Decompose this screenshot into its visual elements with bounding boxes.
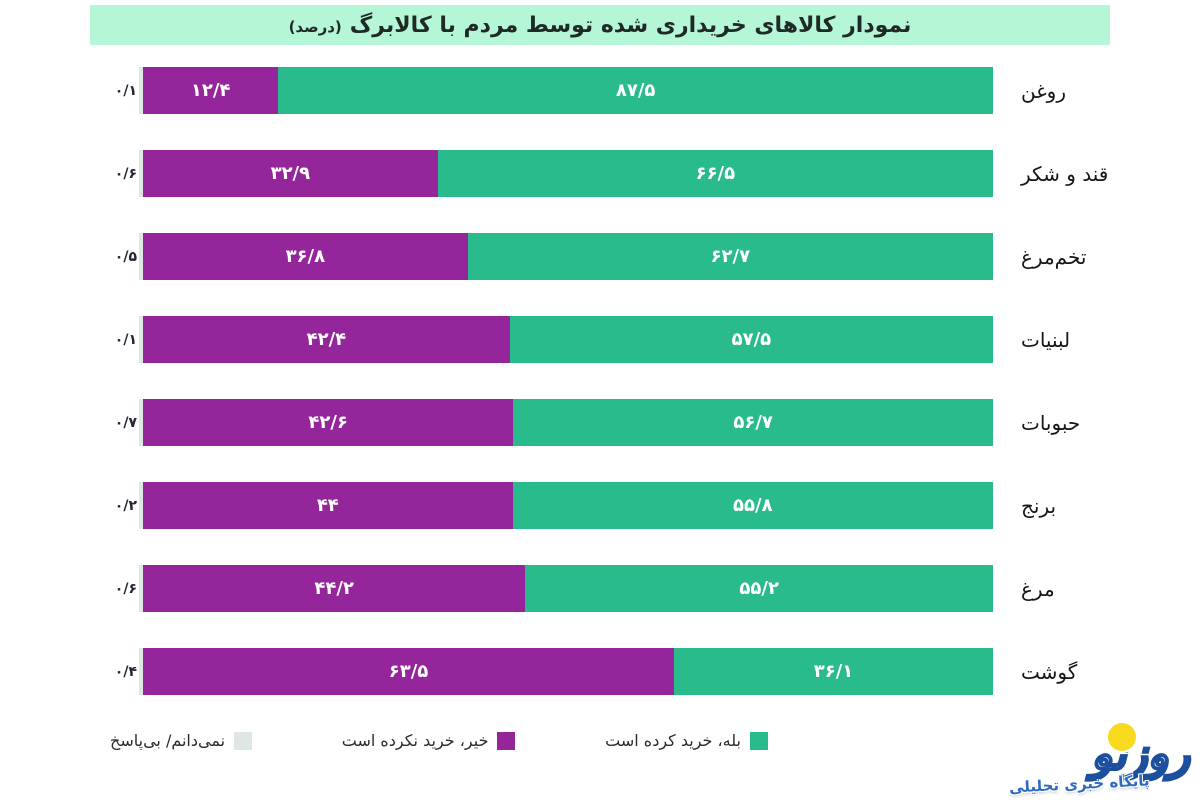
stacked-bar: ۴۲/۶ ۵۶/۷ — [139, 399, 993, 446]
chart-row: ۰/۷ ۴۲/۶ ۵۶/۷ حبوبات — [100, 399, 1200, 446]
bar-segment-yes: ۸۷/۵ — [278, 67, 993, 114]
chart-row: ۰/۱ ۱۲/۴ ۸۷/۵ روغن — [100, 67, 1200, 114]
category-label: مرغ — [1021, 576, 1055, 601]
value-label-dontknow: ۰/۱ — [114, 82, 137, 99]
value-label-dontknow: ۰/۲ — [114, 497, 137, 514]
legend-swatch-yes — [750, 731, 768, 750]
chart-area: ۰/۱ ۱۲/۴ ۸۷/۵ روغن ۰/۶ ۳۲/۹ ۶۶/۵ قند و شکر ۰/۵ ۳۶… — [0, 67, 1200, 695]
bar-segment-yes: ۳۶/۱ — [674, 648, 993, 695]
bar-segment-dontknow — [139, 482, 143, 529]
bar-segment-dontknow — [139, 648, 143, 695]
chart-row: ۰/۶ ۴۴/۲ ۵۵/۲ مرغ — [100, 565, 1200, 612]
legend-item-no: خیر، خرید نکرده است — [342, 731, 516, 750]
category-label: قند و شکر — [1021, 161, 1109, 186]
bar-segment-yes: ۵۷/۵ — [509, 316, 993, 363]
legend-label-yes: بله، خرید کرده است — [605, 731, 741, 750]
chart-page: نمودار کالاهای خریداری شده توسط مردم با … — [0, 5, 1200, 805]
bar-segment-no: ۶۳/۵ — [143, 648, 675, 695]
chart-row: ۰/۲ ۴۴ ۵۵/۸ برنج — [100, 482, 1200, 529]
logo-yellow-dot-icon — [1108, 723, 1136, 751]
value-label-dontknow: ۰/۶ — [114, 165, 137, 182]
bar-segment-dontknow — [139, 150, 143, 197]
bar-segment-no: ۳۶/۸ — [143, 233, 468, 280]
chart-row: ۰/۶ ۳۲/۹ ۶۶/۵ قند و شکر — [100, 150, 1200, 197]
bar-segment-no: ۴۴/۲ — [143, 565, 526, 612]
logo-brand-text: روزنو — [1090, 728, 1191, 782]
stacked-bar: ۱۲/۴ ۸۷/۵ — [139, 67, 993, 114]
bar-segment-no: ۴۲/۴ — [143, 316, 510, 363]
bar-segment-dontknow — [139, 233, 143, 280]
chart-title-unit: (درصد) — [288, 17, 342, 36]
bar-segment-yes: ۶۲/۷ — [467, 233, 993, 280]
logo-tagline: پایگاه خبری تحلیلی — [1009, 771, 1151, 797]
bar-segment-dontknow — [139, 67, 143, 114]
chart-title-bar: نمودار کالاهای خریداری شده توسط مردم با … — [90, 5, 1110, 45]
bar-segment-no: ۳۲/۹ — [143, 150, 438, 197]
category-label: لبنیات — [1021, 327, 1071, 352]
category-label: برنج — [1021, 493, 1057, 518]
bar-segment-yes: ۵۵/۲ — [525, 565, 993, 612]
chart-row: ۰/۵ ۳۶/۸ ۶۲/۷ تخم‌مرغ — [100, 233, 1200, 280]
category-label: حبوبات — [1021, 410, 1081, 435]
legend-swatch-no — [497, 731, 516, 750]
category-label: روغن — [1021, 78, 1066, 103]
chart-title: نمودار کالاهای خریداری شده توسط مردم با … — [349, 12, 912, 38]
stacked-bar: ۴۴/۲ ۵۵/۲ — [139, 565, 993, 612]
bar-segment-dontknow — [139, 399, 143, 446]
legend-item-dontknow: نمی‌دانم/ بی‌پاسخ — [110, 731, 253, 750]
bar-segment-yes: ۵۶/۷ — [513, 399, 993, 446]
bar-segment-no: ۴۲/۶ — [143, 399, 514, 446]
legend-label-no: خیر، خرید نکرده است — [341, 731, 489, 750]
bar-segment-yes: ۵۵/۸ — [512, 482, 993, 529]
legend-label-dontknow: نمی‌دانم/ بی‌پاسخ — [110, 731, 226, 750]
stacked-bar: ۳۲/۹ ۶۶/۵ — [139, 150, 993, 197]
value-label-dontknow: ۰/۷ — [114, 414, 137, 431]
chart-row: ۰/۱ ۴۲/۴ ۵۷/۵ لبنیات — [100, 316, 1200, 363]
value-label-dontknow: ۰/۴ — [114, 663, 137, 680]
legend-item-yes: بله، خرید کرده است — [605, 731, 768, 750]
bar-segment-dontknow — [139, 316, 143, 363]
bar-segment-no: ۱۲/۴ — [143, 67, 279, 114]
legend: بله، خرید کرده است خیر، خرید نکرده است ن… — [110, 731, 768, 750]
category-label: گوشت — [1021, 659, 1078, 684]
stacked-bar: ۴۲/۴ ۵۷/۵ — [139, 316, 993, 363]
watermark-logo: روزنو پایگاه خبری تحلیلی — [1009, 721, 1194, 801]
legend-swatch-dontknow — [234, 731, 253, 750]
value-label-dontknow: ۰/۱ — [114, 331, 137, 348]
category-label: تخم‌مرغ — [1021, 244, 1087, 269]
value-label-dontknow: ۰/۵ — [114, 248, 137, 265]
value-label-dontknow: ۰/۶ — [114, 580, 137, 597]
bar-segment-yes: ۶۶/۵ — [437, 150, 993, 197]
bar-segment-dontknow — [139, 565, 143, 612]
bar-segment-no: ۴۴ — [143, 482, 513, 529]
stacked-bar: ۶۳/۵ ۳۶/۱ — [139, 648, 993, 695]
chart-row: ۰/۴ ۶۳/۵ ۳۶/۱ گوشت — [100, 648, 1200, 695]
stacked-bar: ۳۶/۸ ۶۲/۷ — [139, 233, 993, 280]
stacked-bar: ۴۴ ۵۵/۸ — [139, 482, 993, 529]
